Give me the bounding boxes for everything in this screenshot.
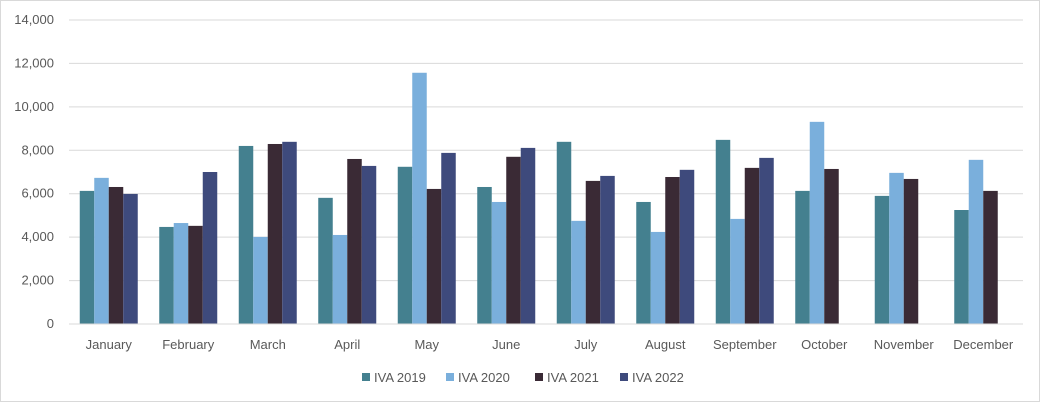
- legend-label: IVA 2022: [632, 370, 684, 385]
- bar-iva-2019: [636, 201, 651, 324]
- bar-iva-2019: [715, 139, 731, 324]
- bar-iva-2021: [267, 143, 283, 324]
- bar-iva-2020: [332, 234, 348, 324]
- legend-label: IVA 2019: [374, 370, 426, 385]
- bar-iva-2021: [426, 188, 442, 324]
- bar-iva-2022: [441, 152, 456, 324]
- x-tick-label: October: [801, 337, 848, 352]
- bar-iva-2022: [202, 172, 218, 324]
- bar-iva-2021: [824, 168, 839, 324]
- y-tick-label: 6,000: [21, 186, 54, 201]
- bar-iva-2021: [108, 186, 124, 324]
- bar-iva-2019: [397, 166, 413, 324]
- bar-iva-2020: [253, 236, 268, 324]
- bar-iva-2020: [809, 121, 825, 324]
- bar-iva-2021: [744, 167, 760, 324]
- bar-iva-2021: [665, 176, 680, 324]
- bar-iva-2022: [282, 141, 297, 324]
- bar-iva-2020: [889, 172, 904, 324]
- x-tick-label: November: [874, 337, 935, 352]
- x-tick-label: August: [645, 337, 686, 352]
- legend-label: IVA 2021: [547, 370, 599, 385]
- y-tick-label: 14,000: [14, 12, 54, 27]
- y-tick-label: 2,000: [21, 273, 54, 288]
- bar-iva-2022: [361, 165, 377, 324]
- legend-swatch: [362, 373, 370, 381]
- y-tick-label: 8,000: [21, 142, 54, 157]
- x-tick-label: April: [334, 337, 360, 352]
- bar-iva-2021: [585, 180, 601, 324]
- bar-iva-2020: [94, 177, 109, 324]
- bar-iva-2019: [795, 190, 810, 324]
- bar-iva-2020: [571, 220, 586, 324]
- bar-iva-2020: [968, 159, 984, 324]
- legend-swatch: [446, 373, 454, 381]
- bar-iva-2021: [983, 190, 998, 324]
- bar-iva-2022: [679, 169, 695, 324]
- bar-iva-2019: [556, 141, 572, 324]
- bar-iva-2020: [650, 231, 666, 324]
- x-tick-label: July: [574, 337, 598, 352]
- legend-swatch: [535, 373, 543, 381]
- bar-iva-2022: [123, 193, 138, 324]
- bar-iva-2020: [730, 218, 745, 324]
- bar-iva-2021: [347, 158, 362, 324]
- y-tick-label: 0: [47, 316, 54, 331]
- y-tick-label: 12,000: [14, 55, 54, 70]
- bar-iva-2019: [79, 190, 95, 324]
- x-tick-label: September: [713, 337, 777, 352]
- bar-iva-2019: [954, 210, 969, 324]
- legend-swatch: [620, 373, 628, 381]
- bar-iva-2019: [159, 226, 174, 324]
- bar-iva-2021: [506, 156, 521, 324]
- bar-iva-2020: [491, 201, 507, 324]
- bar-iva-2022: [600, 175, 615, 324]
- x-tick-label: June: [492, 337, 520, 352]
- y-tick-label: 10,000: [14, 99, 54, 114]
- bar-iva-2019: [238, 145, 254, 324]
- x-tick-label: May: [414, 337, 439, 352]
- bar-iva-2019: [318, 197, 333, 324]
- bar-iva-2019: [477, 186, 492, 324]
- bar-iva-2021: [903, 178, 919, 324]
- x-tick-label: December: [953, 337, 1014, 352]
- x-tick-label: March: [250, 337, 286, 352]
- bar-iva-2022: [759, 157, 774, 324]
- bar-iva-2022: [520, 147, 536, 324]
- x-tick-label: February: [162, 337, 215, 352]
- x-tick-label: January: [86, 337, 133, 352]
- y-tick-label: 4,000: [21, 229, 54, 244]
- bar-iva-2020: [173, 223, 189, 324]
- legend-label: IVA 2020: [458, 370, 510, 385]
- bar-iva-2019: [874, 195, 890, 324]
- bar-iva-2020: [412, 72, 427, 324]
- bar-iva-2021: [188, 225, 203, 324]
